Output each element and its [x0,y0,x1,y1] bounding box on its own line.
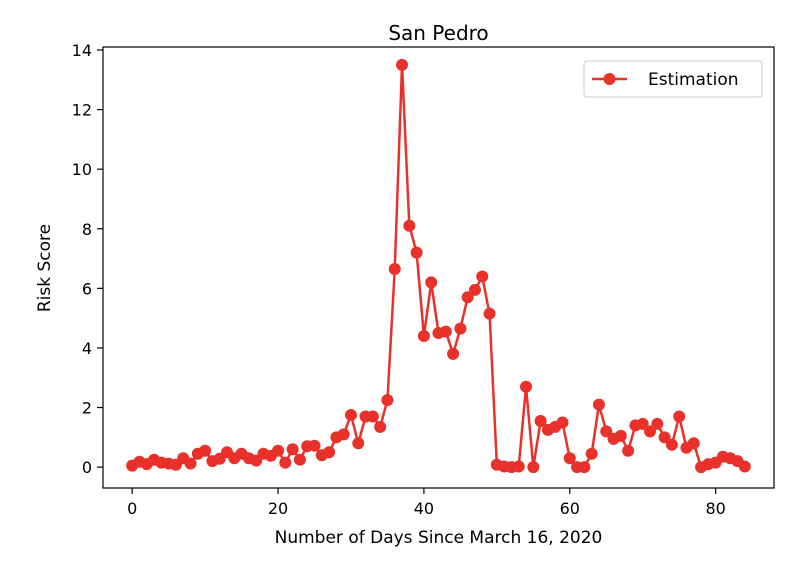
data-point [425,276,438,289]
data-point [636,417,649,430]
x-tick-label: 80 [705,499,725,518]
series-line [131,63,746,469]
data-point [644,425,657,438]
data-point [673,410,686,423]
legend-marker-swatch [603,73,616,85]
x-tick-label: 60 [560,499,580,518]
data-point [184,457,197,470]
data-point [199,444,212,457]
data-point [381,394,394,407]
data-point [366,410,379,423]
data-point [614,429,627,442]
legend-box [583,60,763,98]
legend-label: Estimation [648,70,739,90]
plot-area [126,58,751,474]
y-tick-label: 12 [72,101,92,120]
axes: 0 20 40 60 80 0 2 4 6 8 10 12 14 [72,41,726,518]
data-point [622,444,635,457]
data-point [578,461,591,474]
data-point [396,58,409,71]
data-point [665,438,678,451]
y-tick-label: 2 [82,399,92,418]
y-tick-label: 14 [72,41,92,60]
data-point [476,270,489,283]
data-point [527,461,540,474]
data-point [337,428,350,441]
data-point [308,439,321,452]
y-tick-label: 6 [82,279,92,298]
data-point [272,444,285,457]
data-point [447,347,460,360]
data-point [687,437,700,450]
data-point [585,447,598,460]
data-point [600,425,613,438]
data-point [658,431,671,444]
data-point [374,420,387,433]
data-point [461,291,474,304]
data-point [738,460,751,473]
data-point [410,246,423,259]
x-axis-label: Number of Days Since March 16, 2020 [275,528,603,548]
chart-title: San Pedro [388,21,488,45]
data-point [556,416,569,429]
data-point [279,456,292,469]
data-point [403,219,416,232]
data-point [651,417,664,430]
data-point [417,330,430,343]
plot-frame [102,46,775,489]
x-tick-label: 20 [268,499,288,518]
y-tick-label: 4 [82,339,92,358]
data-point [483,307,496,320]
data-point [344,408,357,421]
data-point [563,452,576,465]
x-tick-label: 0 [127,499,137,518]
data-point [388,262,401,275]
data-point [592,398,605,411]
data-point [468,283,481,296]
x-tick-label: 40 [414,499,434,518]
data-point [286,443,299,456]
data-point [439,325,452,338]
y-tick-label: 10 [72,160,92,179]
data-point [454,322,467,335]
data-point [323,446,336,459]
y-axis-label: Risk Score [35,224,55,312]
data-point [293,453,306,466]
legend: Estimation [583,60,763,98]
data-point [534,414,547,427]
data-point [352,437,365,450]
data-point [512,460,525,473]
y-tick-label: 0 [82,458,92,477]
data-point [520,380,533,393]
y-tick-label: 8 [82,220,92,239]
